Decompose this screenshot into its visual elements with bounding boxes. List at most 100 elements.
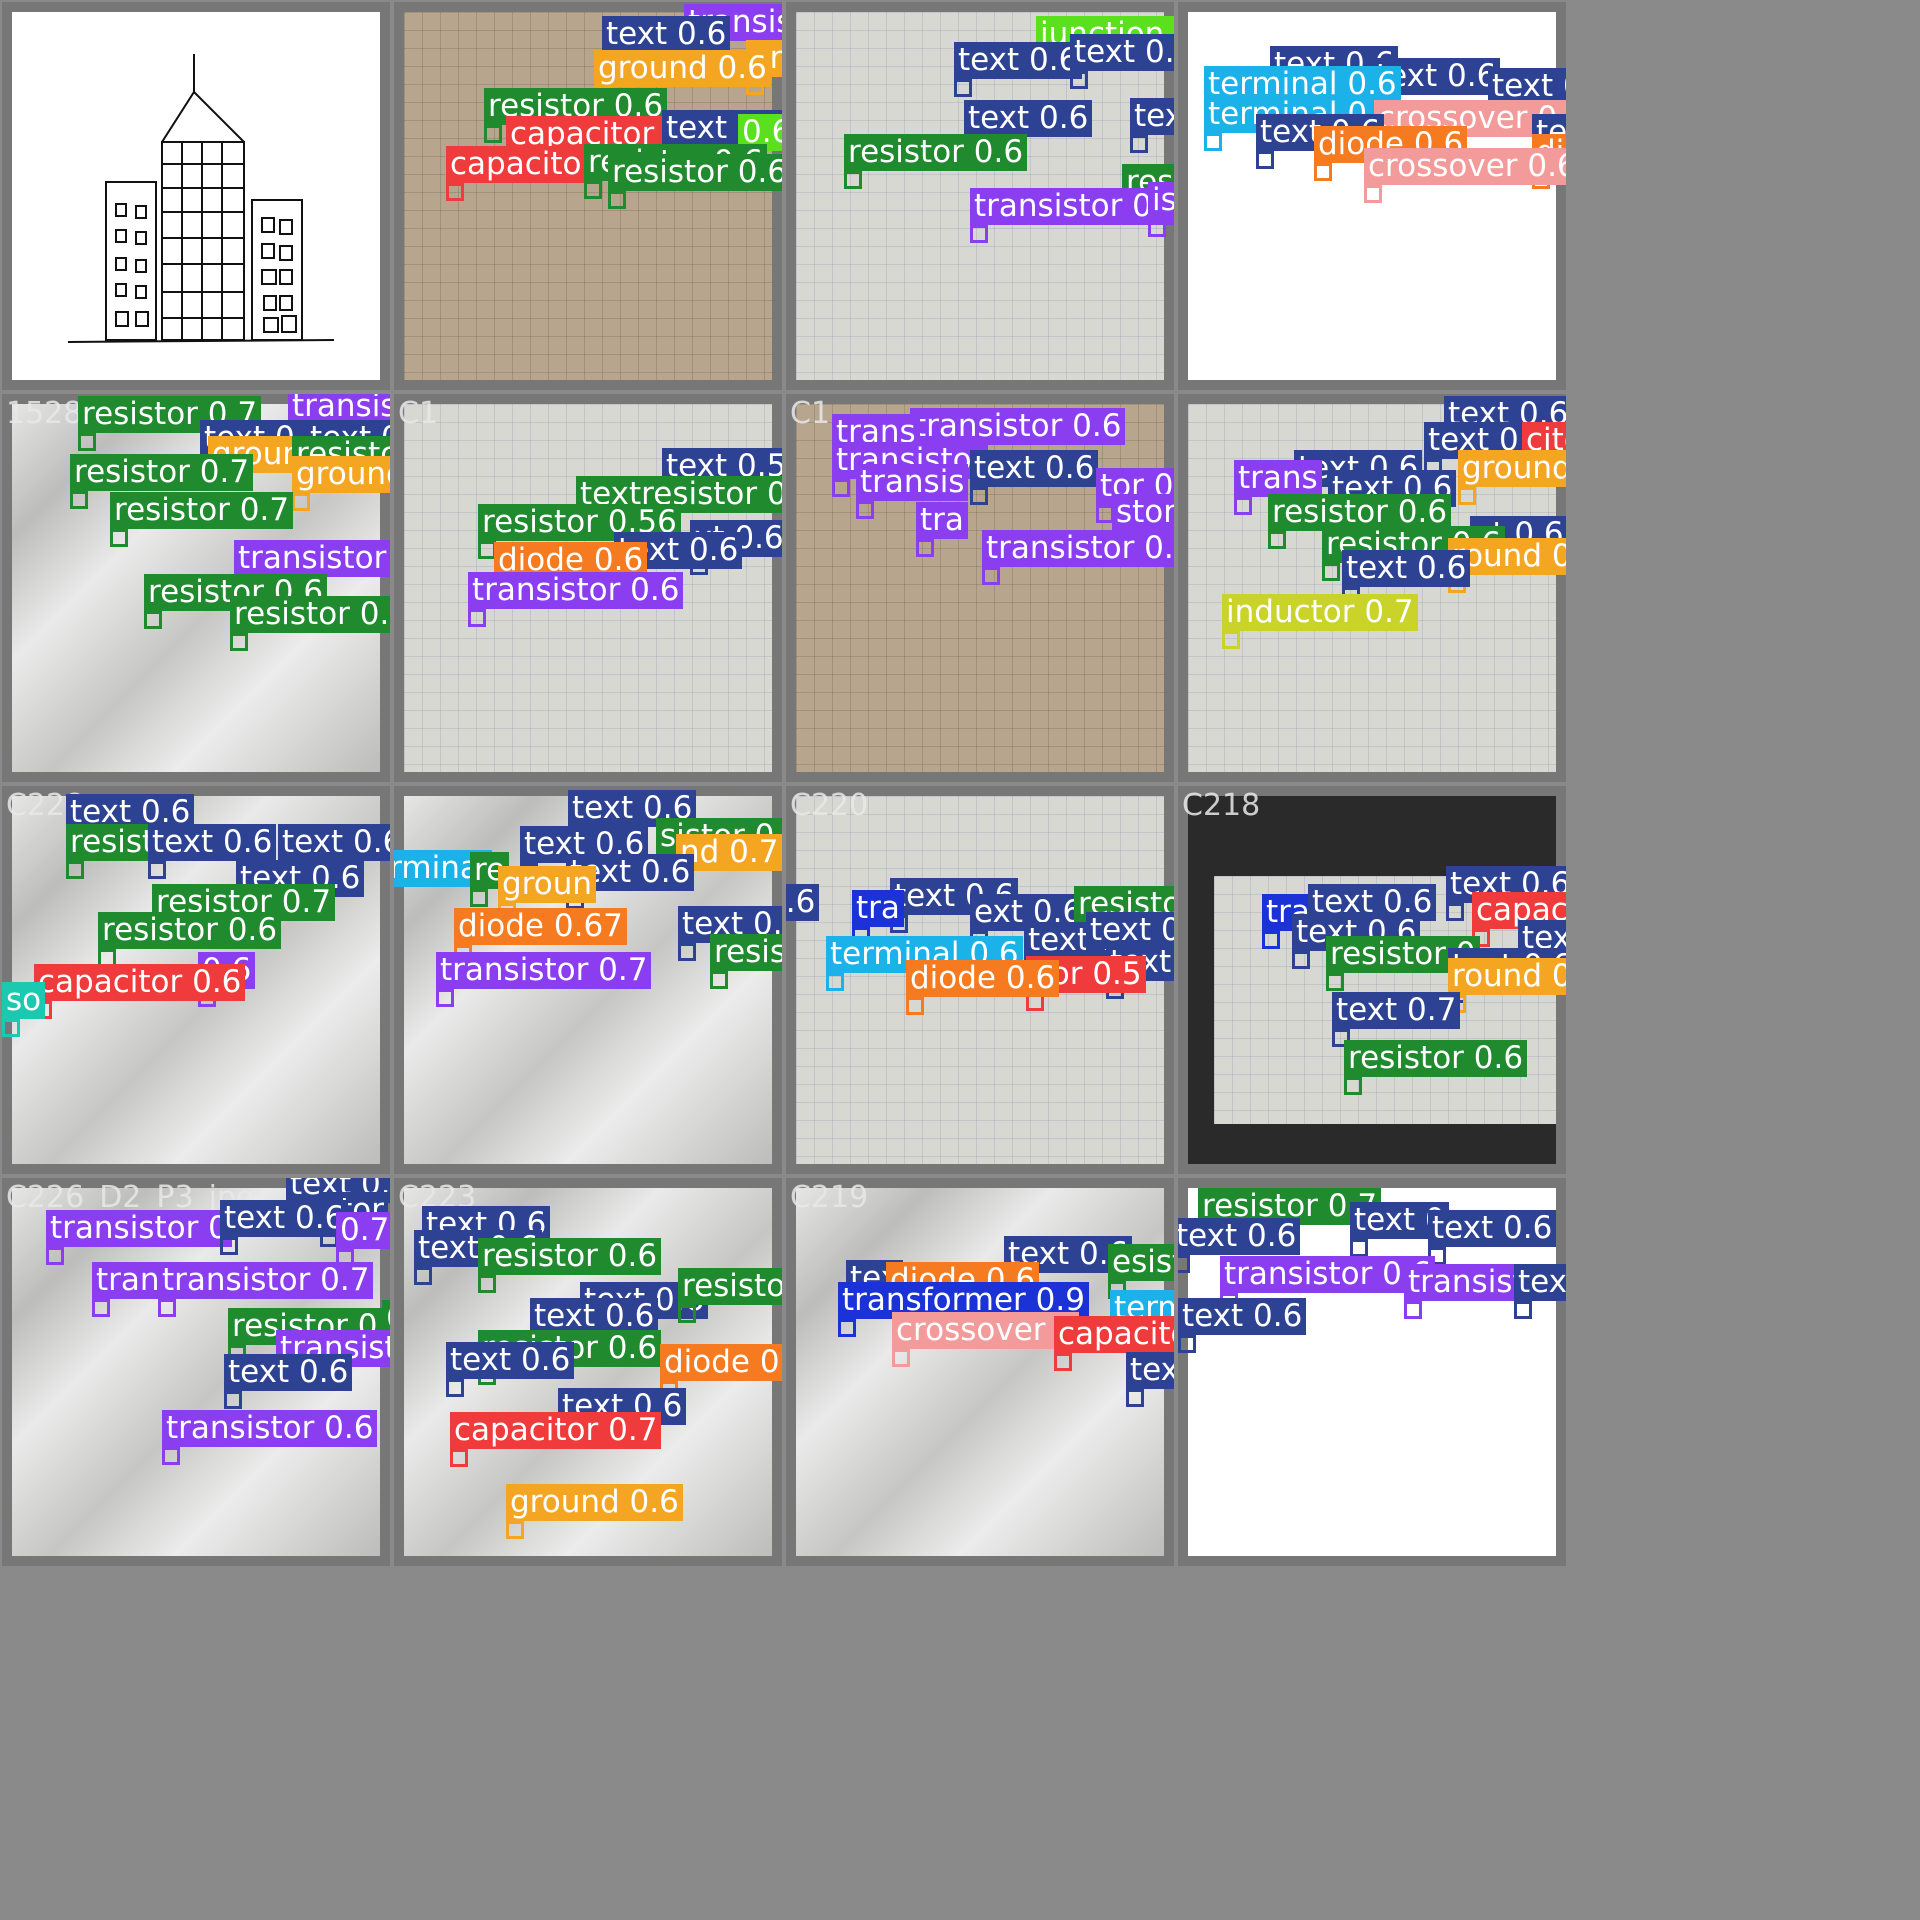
mosaic-tile: C1 transistor 0.6 trans transistor text 0.6 t… bbox=[786, 394, 1174, 782]
detection-label: resist bbox=[66, 824, 159, 861]
detection-text: text 0.6 bbox=[220, 1200, 349, 1255]
detection-transistor: istor 0.6 bbox=[1148, 182, 1174, 237]
detection-text: text 0.7 bbox=[1332, 992, 1461, 1047]
detection-box bbox=[906, 997, 924, 1015]
detection-box bbox=[1350, 1239, 1368, 1257]
detection-box bbox=[838, 1319, 856, 1337]
detection-box bbox=[1446, 903, 1464, 921]
detection-resistor: resistor 0.6 bbox=[678, 1268, 782, 1323]
detection-box bbox=[92, 1299, 110, 1317]
detection-resistor: resistor 0.7 bbox=[70, 454, 254, 509]
detection-label: textresistor 0.5 bbox=[576, 476, 782, 513]
detection-capacitor: capacitor 0.7 bbox=[450, 1412, 662, 1467]
detection-label: text 0.6 bbox=[1488, 68, 1566, 105]
detection-box bbox=[826, 973, 844, 991]
detection-label: crossover 0.6 bbox=[1364, 148, 1566, 185]
detection-box bbox=[1262, 931, 1280, 949]
detection-transistor: transistor 0.6 bbox=[982, 530, 1174, 585]
detection-box bbox=[1054, 1353, 1072, 1371]
detection-label: diode 0.67 bbox=[454, 908, 627, 945]
detection-label: text 0.6 bbox=[1428, 1210, 1557, 1247]
detection-box bbox=[1314, 163, 1332, 181]
detection-box bbox=[1322, 563, 1340, 581]
detection-crossover: crossover 0.6 bbox=[1364, 148, 1566, 203]
detection-label: t 0.6 bbox=[786, 884, 820, 921]
detection-label: tra bbox=[916, 502, 968, 539]
detection-label: ground 0.6 bbox=[506, 1484, 683, 1521]
detection-text: text 0.6 bbox=[970, 450, 1099, 505]
detection-box bbox=[144, 611, 162, 629]
detection-box bbox=[970, 487, 988, 505]
detection-box bbox=[1404, 1301, 1422, 1319]
detection-label: text 0.6 bbox=[224, 1354, 353, 1391]
detection-box bbox=[446, 183, 464, 201]
detection-label: transistor 0.6 bbox=[910, 408, 1126, 445]
detection-transistor: transis bbox=[856, 464, 969, 519]
detection-box bbox=[230, 633, 248, 651]
detection-label: text 0.6 bbox=[602, 16, 731, 53]
detection-box bbox=[710, 971, 728, 989]
mosaic-tile: C218 text 0.6 capac tra text 0.6 text 0.6 resi… bbox=[1178, 786, 1566, 1174]
detection-resistor: resistor 0.6 bbox=[844, 134, 1028, 189]
detection-label: resistor 0.6 bbox=[98, 912, 282, 949]
detection-ground: round 0 bbox=[1448, 958, 1566, 1013]
detection-label: text 0.6 bbox=[148, 824, 277, 861]
detection-box bbox=[470, 889, 488, 907]
detection-text: text 0.6 bbox=[1342, 550, 1471, 605]
detection-transistor: transistor 0.8 bbox=[234, 540, 390, 595]
detection-transistor: trans bbox=[1234, 460, 1322, 515]
detection-box bbox=[78, 433, 96, 451]
detection-box bbox=[832, 479, 850, 497]
detection-text: tex bbox=[1514, 1264, 1566, 1319]
detection-transistor: 0.7 bbox=[336, 1212, 390, 1267]
detection-label: text 0.6 bbox=[1178, 1218, 1301, 1255]
detection-text: text 0.6 bbox=[446, 1342, 575, 1397]
detection-capacitor: capacitor bbox=[1054, 1316, 1174, 1371]
detection-box bbox=[66, 861, 84, 879]
detection-label: text 0.6 bbox=[1086, 912, 1174, 949]
detection-capacitor: capacitor bbox=[446, 146, 599, 201]
tile-caption: C219 bbox=[790, 1180, 869, 1215]
detection-label: capacitor bbox=[1054, 1316, 1174, 1353]
detection-box bbox=[970, 225, 988, 243]
detection-inductor: inductor 0.7 bbox=[1222, 594, 1418, 649]
detection-label: resistor 0.6 bbox=[608, 154, 782, 191]
detection-resistor: resistor 0 bbox=[710, 934, 782, 989]
detection-label: so bbox=[2, 982, 46, 1019]
detection-transistor: transistor 0.6 bbox=[162, 1410, 378, 1465]
detection-label: transistor 0.6 bbox=[982, 530, 1174, 567]
detection-box bbox=[1130, 135, 1148, 153]
detection-label: 0.7 bbox=[336, 1212, 390, 1249]
detection-box bbox=[1148, 219, 1166, 237]
detection-crossover: crossover 0 bbox=[892, 1312, 1080, 1367]
detection-box bbox=[1070, 71, 1088, 89]
detection-resistor: resistor 0.7 bbox=[110, 492, 294, 547]
detection-diode: diode 0.8 bbox=[660, 1344, 782, 1399]
tile-caption: C218 bbox=[1182, 788, 1261, 823]
detection-box bbox=[1178, 1255, 1190, 1273]
detection-box bbox=[450, 1449, 468, 1467]
detection-label: stor 0.7 bbox=[1112, 494, 1174, 531]
detection-box bbox=[678, 1305, 696, 1323]
detection-transformer: tra bbox=[852, 890, 904, 945]
detection-text: text 0.6 bbox=[530, 1298, 659, 1353]
detection-diode: diode 0.67 bbox=[454, 908, 627, 963]
detection-box bbox=[436, 989, 454, 1007]
detection-label: resistor 0 bbox=[710, 934, 782, 971]
detection-box bbox=[506, 1521, 524, 1539]
detection-label: text 0.7 bbox=[1332, 992, 1461, 1029]
detection-label: text 0.6 bbox=[568, 790, 697, 827]
detection-label: resistor 0.7 bbox=[70, 454, 254, 491]
detection-label: ground bbox=[1458, 450, 1566, 487]
detection-label: transistor 0.7 bbox=[158, 1262, 374, 1299]
tile-caption: C1 bbox=[790, 396, 831, 431]
detection-label: transistor 0.6 bbox=[970, 188, 1174, 225]
detection-box bbox=[1234, 497, 1252, 515]
tile-caption: 1528 bbox=[6, 396, 83, 431]
